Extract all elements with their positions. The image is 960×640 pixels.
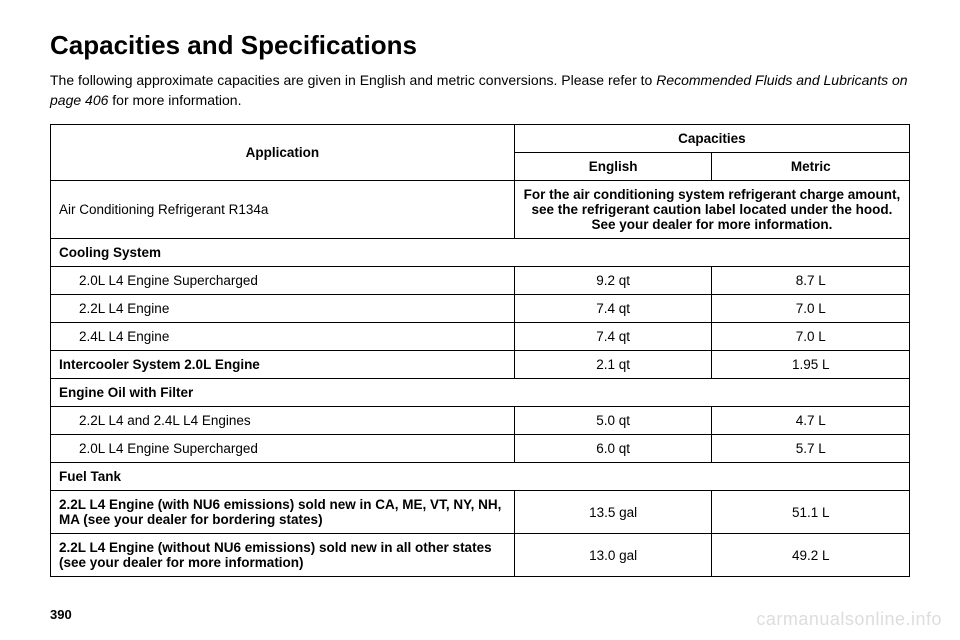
table-row: 2.2L L4 Engine (without NU6 emissions) s… bbox=[51, 534, 910, 577]
watermark: carmanualsonline.info bbox=[756, 609, 942, 630]
cooling-label: Cooling System bbox=[51, 239, 910, 267]
row-me: 4.7 L bbox=[712, 407, 910, 435]
row-me: 8.7 L bbox=[712, 267, 910, 295]
header-english: English bbox=[514, 153, 712, 181]
row-en: 2.1 qt bbox=[514, 351, 712, 379]
row-en: 13.5 gal bbox=[514, 491, 712, 534]
row-en: 13.0 gal bbox=[514, 534, 712, 577]
row-me: 7.0 L bbox=[712, 295, 910, 323]
header-application: Application bbox=[51, 125, 515, 181]
capacities-table: Application Capacities English Metric Ai… bbox=[50, 124, 910, 577]
ac-app: Air Conditioning Refrigerant R134a bbox=[51, 181, 515, 239]
row-app: 2.2L L4 and 2.4L L4 Engines bbox=[51, 407, 515, 435]
table-row: 2.2L L4 and 2.4L L4 Engines 5.0 qt 4.7 L bbox=[51, 407, 910, 435]
row-en: 6.0 qt bbox=[514, 435, 712, 463]
engine-oil-section: Engine Oil with Filter bbox=[51, 379, 910, 407]
row-en: 7.4 qt bbox=[514, 295, 712, 323]
row-app: 2.0L L4 Engine Supercharged bbox=[51, 267, 515, 295]
row-me: 49.2 L bbox=[712, 534, 910, 577]
row-app: 2.0L L4 Engine Supercharged bbox=[51, 435, 515, 463]
table-row: 2.0L L4 Engine Supercharged 6.0 qt 5.7 L bbox=[51, 435, 910, 463]
row-app: 2.2L L4 Engine bbox=[51, 295, 515, 323]
row-me: 7.0 L bbox=[712, 323, 910, 351]
row-me: 5.7 L bbox=[712, 435, 910, 463]
page-title: Capacities and Specifications bbox=[50, 30, 910, 61]
fuel-tank-label: Fuel Tank bbox=[51, 463, 910, 491]
intro-text: The following approximate capacities are… bbox=[50, 71, 910, 110]
row-en: 7.4 qt bbox=[514, 323, 712, 351]
row-en: 5.0 qt bbox=[514, 407, 712, 435]
fuel-tank-section: Fuel Tank bbox=[51, 463, 910, 491]
cooling-section: Cooling System bbox=[51, 239, 910, 267]
row-app: 2.2L L4 Engine (with NU6 emissions) sold… bbox=[51, 491, 515, 534]
intro-part2: for more information. bbox=[108, 92, 241, 108]
ac-note: For the air conditioning system refriger… bbox=[514, 181, 909, 239]
header-capacities: Capacities bbox=[514, 125, 909, 153]
header-metric: Metric bbox=[712, 153, 910, 181]
intercooler-row: Intercooler System 2.0L Engine 2.1 qt 1.… bbox=[51, 351, 910, 379]
engine-oil-label: Engine Oil with Filter bbox=[51, 379, 910, 407]
table-row: 2.4L L4 Engine 7.4 qt 7.0 L bbox=[51, 323, 910, 351]
intercooler-label: Intercooler System 2.0L Engine bbox=[51, 351, 515, 379]
table-row: 2.2L L4 Engine (with NU6 emissions) sold… bbox=[51, 491, 910, 534]
row-me: 51.1 L bbox=[712, 491, 910, 534]
row-app: 2.4L L4 Engine bbox=[51, 323, 515, 351]
ac-row: Air Conditioning Refrigerant R134a For t… bbox=[51, 181, 910, 239]
row-me: 1.95 L bbox=[712, 351, 910, 379]
table-row: 2.2L L4 Engine 7.4 qt 7.0 L bbox=[51, 295, 910, 323]
intro-part1: The following approximate capacities are… bbox=[50, 72, 656, 88]
row-app: 2.2L L4 Engine (without NU6 emissions) s… bbox=[51, 534, 515, 577]
page-number: 390 bbox=[50, 607, 72, 622]
table-row: 2.0L L4 Engine Supercharged 9.2 qt 8.7 L bbox=[51, 267, 910, 295]
row-en: 9.2 qt bbox=[514, 267, 712, 295]
manual-page: Capacities and Specifications The follow… bbox=[0, 0, 960, 597]
header-row-1: Application Capacities bbox=[51, 125, 910, 153]
